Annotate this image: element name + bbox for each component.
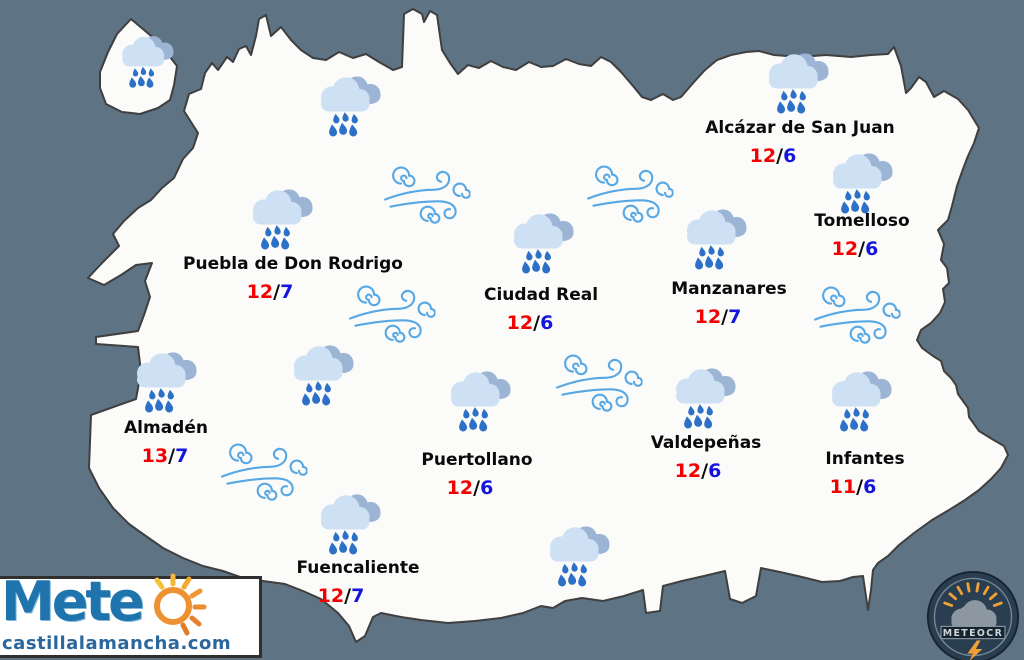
- city-temps: 12/7: [660, 307, 775, 327]
- city-temps: 12/6: [643, 461, 754, 481]
- max-temp: 12: [694, 306, 722, 328]
- city-temps: 12/6: [807, 239, 902, 259]
- rain-cloud-icon: [665, 365, 749, 432]
- city-infantes: Infantes 11/6: [825, 449, 904, 497]
- city-temps: 12/6: [473, 313, 587, 333]
- rain-cloud-icon: [242, 186, 326, 253]
- meteo-logo-row: Mete: [1, 571, 209, 639]
- rain-cloud-icon: [310, 491, 394, 558]
- max-temp: 12: [674, 460, 702, 482]
- city-ciudad-real: Ciudad Real 12/6: [484, 285, 598, 333]
- min-temp: 7: [175, 445, 189, 467]
- lightning-bolt-icon: [967, 640, 983, 660]
- city-name: Puebla de Don Rodrigo: [183, 254, 403, 274]
- temp-separator: /: [858, 238, 866, 260]
- max-temp: 12: [246, 281, 274, 303]
- rain-cloud-icon: [758, 50, 842, 117]
- city-tomelloso: Tomelloso 12/6: [814, 211, 909, 259]
- city-temps: 12/6: [414, 478, 525, 498]
- rain-cloud-icon: [503, 210, 587, 277]
- wind-gust-icon: [583, 163, 675, 227]
- max-temp: 12: [506, 312, 534, 334]
- meteo-logo-text: Mete: [1, 570, 145, 633]
- temp-separator: /: [344, 585, 352, 607]
- temp-separator: /: [721, 306, 729, 328]
- city-name: Infantes: [825, 449, 905, 469]
- max-temp: 12: [831, 238, 859, 260]
- wind-gust-icon: [380, 164, 472, 228]
- min-temp: 6: [708, 460, 722, 482]
- rain-cloud-icon: [821, 368, 905, 435]
- min-temp: 7: [728, 306, 742, 328]
- wind-gust-icon: [217, 441, 309, 505]
- city-temps: 13/7: [123, 446, 207, 466]
- meteo-castillalamancha-logo: Mete castillalamancha.com: [0, 571, 262, 658]
- rain-cloud-icon: [539, 523, 623, 590]
- city-name: Almadén: [124, 418, 208, 438]
- badge-cloud-icon: [951, 600, 997, 630]
- rain-cloud-icon: [440, 368, 524, 435]
- rain-cloud-icon: [676, 206, 760, 273]
- city-puebla-de-don-rodrigo: Puebla de Don Rodrigo 12/7: [183, 254, 403, 302]
- badge-banner: [940, 625, 1006, 640]
- sun-rays-icon: [943, 582, 1003, 607]
- city-valdepenas: Valdepeñas 12/6: [651, 433, 762, 481]
- city-alcazar-de-san-juan: Alcázar de San Juan 12/6: [705, 118, 895, 166]
- city-name: Manzanares: [671, 279, 787, 299]
- temp-separator: /: [168, 445, 176, 467]
- max-temp: 13: [141, 445, 169, 467]
- meteo-logo-domain: castillalamancha.com: [2, 633, 232, 654]
- city-name: Fuencaliente: [296, 558, 420, 578]
- wind-gust-icon: [810, 284, 902, 348]
- city-temps: 12/6: [678, 146, 868, 166]
- min-temp: 7: [280, 281, 294, 303]
- city-temps: 12/7: [280, 586, 403, 606]
- city-fuencaliente: Fuencaliente 12/7: [297, 558, 420, 606]
- min-temp: 6: [865, 238, 879, 260]
- min-temp: 6: [540, 312, 554, 334]
- city-temps: 12/7: [160, 282, 380, 302]
- temp-separator: /: [473, 477, 481, 499]
- city-puertollano: Puertollano 12/6: [421, 450, 532, 498]
- city-almaden: Almadén 13/7: [124, 418, 208, 466]
- min-temp: 6: [783, 145, 797, 167]
- rain-cloud-icon: [283, 342, 367, 409]
- max-temp: 11: [829, 476, 857, 498]
- city-name: Valdepeñas: [650, 433, 762, 453]
- city-name: Alcázar de San Juan: [705, 118, 895, 138]
- min-temp: 7: [351, 585, 365, 607]
- sun-icon: [153, 573, 207, 636]
- meteocr-badge: METEOCR: [926, 570, 1020, 660]
- city-temps: 11/6: [813, 477, 892, 497]
- temp-separator: /: [533, 312, 541, 334]
- rain-cloud-icon: [310, 73, 394, 140]
- temp-separator: /: [776, 145, 784, 167]
- city-manzanares: Manzanares 12/7: [671, 279, 786, 327]
- badge-text: METEOCR: [943, 628, 1003, 639]
- max-temp: 12: [446, 477, 474, 499]
- city-name: Ciudad Real: [483, 285, 599, 305]
- rain-cloud-icon: [113, 33, 185, 91]
- city-name: Tomelloso: [814, 211, 910, 231]
- temp-separator: /: [701, 460, 709, 482]
- province-main-shape: [87, 8, 1009, 643]
- max-temp: 12: [317, 585, 345, 607]
- wind-gust-icon: [552, 352, 644, 416]
- city-name: Puertollano: [421, 450, 533, 470]
- temp-separator: /: [856, 476, 864, 498]
- min-temp: 6: [863, 476, 877, 498]
- rain-cloud-icon: [126, 349, 210, 416]
- temp-separator: /: [273, 281, 281, 303]
- min-temp: 6: [480, 477, 494, 499]
- max-temp: 12: [749, 145, 777, 167]
